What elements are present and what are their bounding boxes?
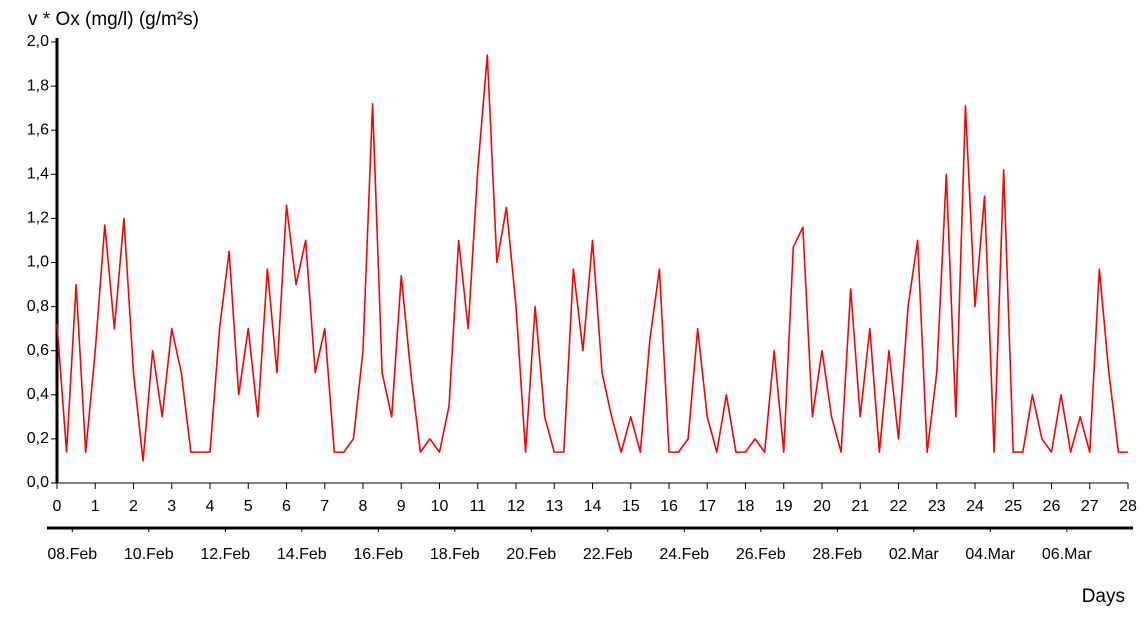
- x-tick-label: 20: [813, 498, 831, 515]
- x-tick-label: 19: [775, 498, 793, 515]
- date-tick-label: 08.Feb: [47, 546, 97, 563]
- date-tick-label: 22.Feb: [583, 546, 633, 563]
- x-tick-label: 27: [1081, 498, 1099, 515]
- date-tick-label: 18.Feb: [430, 546, 480, 563]
- x-tick-label: 25: [1004, 498, 1022, 515]
- x-tick-label: 5: [244, 498, 253, 515]
- y-tick-label: 0,4: [27, 386, 49, 403]
- x-tick-label: 4: [206, 498, 215, 515]
- x-tick-label: 28: [1119, 498, 1137, 515]
- date-tick-label: 12.Feb: [200, 546, 250, 563]
- x-tick-label: 14: [584, 498, 602, 515]
- x-tick-label: 18: [737, 498, 755, 515]
- x-tick-label: 22: [890, 498, 908, 515]
- y-tick-label: 1,6: [27, 121, 49, 138]
- date-tick-label: 16.Feb: [353, 546, 403, 563]
- date-tick-label: 02.Mar: [889, 546, 939, 563]
- date-tick-label: 10.Feb: [124, 546, 174, 563]
- y-tick-label: 0,2: [27, 430, 49, 447]
- date-tick-label: 14.Feb: [277, 546, 327, 563]
- y-tick-label: 1,0: [27, 254, 49, 271]
- date-tick-label: 06.Mar: [1042, 546, 1092, 563]
- x-tick-label: 7: [320, 498, 329, 515]
- x-tick-label: 8: [359, 498, 368, 515]
- x-tick-label: 15: [622, 498, 640, 515]
- x-tick-label: 10: [431, 498, 449, 515]
- y-tick-label: 0,8: [27, 298, 49, 315]
- x-tick-label: 16: [660, 498, 678, 515]
- x-tick-label: 12: [507, 498, 525, 515]
- x-tick-label: 1: [91, 498, 100, 515]
- y-tick-label: 2,0: [27, 33, 49, 50]
- x-tick-label: 0: [53, 498, 62, 515]
- x-tick-label: 24: [966, 498, 984, 515]
- date-tick-label: 28.Feb: [812, 546, 862, 563]
- x-tick-label: 21: [851, 498, 869, 515]
- y-tick-label: 1,4: [27, 166, 49, 183]
- date-tick-label: 20.Feb: [506, 546, 556, 563]
- x-tick-label: 23: [928, 498, 946, 515]
- x-tick-label: 17: [698, 498, 716, 515]
- x-tick-label: 2: [129, 498, 138, 515]
- y-tick-label: 0,6: [27, 342, 49, 359]
- date-tick-label: 04.Mar: [965, 546, 1015, 563]
- x-tick-label: 9: [397, 498, 406, 515]
- y-axis-title: v * Ox (mg/l) (g/m²s): [28, 9, 199, 30]
- x-axis-title: Days: [1082, 586, 1125, 607]
- x-tick-label: 6: [282, 498, 291, 515]
- y-tick-label: 1,2: [27, 210, 49, 227]
- x-tick-label: 26: [1043, 498, 1061, 515]
- date-tick-label: 26.Feb: [736, 546, 786, 563]
- x-tick-label: 3: [167, 498, 176, 515]
- data-line: [56, 54, 1128, 462]
- date-tick-label: 24.Feb: [659, 546, 709, 563]
- x-tick-label: 13: [545, 498, 563, 515]
- y-tick-label: 1,8: [27, 77, 49, 94]
- y-tick-label: 0,0: [27, 474, 49, 491]
- x-tick-label: 11: [469, 498, 486, 515]
